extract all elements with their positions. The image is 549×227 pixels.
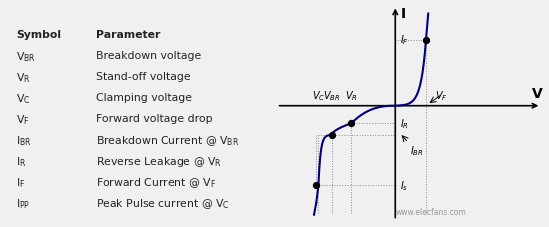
Text: Symbol: Symbol	[16, 30, 61, 39]
Text: $V_F$: $V_F$	[435, 89, 448, 102]
Text: I$_\mathregular{R}$: I$_\mathregular{R}$	[16, 155, 27, 169]
Text: Clamping voltage: Clamping voltage	[96, 92, 192, 102]
Text: V$_\mathregular{R}$: V$_\mathregular{R}$	[16, 71, 31, 85]
Text: Forward Current @ V$_\mathregular{F}$: Forward Current @ V$_\mathregular{F}$	[96, 176, 216, 190]
Text: $V_{BR}$: $V_{BR}$	[323, 89, 340, 102]
Text: $V_C$: $V_C$	[312, 89, 325, 102]
Text: I$_\mathregular{PP}$: I$_\mathregular{PP}$	[16, 197, 31, 210]
Text: $I_R$: $I_R$	[400, 117, 408, 131]
Text: I$_\mathregular{F}$: I$_\mathregular{F}$	[16, 176, 26, 190]
Text: I$_\mathregular{BR}$: I$_\mathregular{BR}$	[16, 134, 32, 148]
Text: Stand-off voltage: Stand-off voltage	[96, 71, 191, 81]
Text: $I_s$: $I_s$	[400, 179, 408, 192]
Point	[422, 39, 430, 42]
Text: V$_\mathregular{F}$: V$_\mathregular{F}$	[16, 113, 30, 127]
Text: Breakdown voltage: Breakdown voltage	[96, 50, 201, 60]
Text: Peak Pulse current @ V$_\mathregular{C}$: Peak Pulse current @ V$_\mathregular{C}$	[96, 197, 230, 210]
Text: I: I	[401, 7, 406, 21]
Text: V$_\mathregular{BR}$: V$_\mathregular{BR}$	[16, 50, 36, 64]
Point	[312, 184, 321, 188]
Text: Reverse Leakage @ V$_\mathregular{R}$: Reverse Leakage @ V$_\mathregular{R}$	[96, 155, 222, 169]
Text: V$_\mathregular{C}$: V$_\mathregular{C}$	[16, 92, 31, 106]
Text: V: V	[531, 86, 542, 100]
Text: Forward voltage drop: Forward voltage drop	[96, 113, 212, 123]
Text: $I_{BR}$: $I_{BR}$	[410, 144, 423, 158]
Text: $I_F$: $I_F$	[400, 34, 408, 47]
Text: Parameter: Parameter	[96, 30, 160, 39]
Point	[347, 122, 356, 126]
Text: Breakdown Current @ V$_\mathregular{BR}$: Breakdown Current @ V$_\mathregular{BR}$	[96, 134, 239, 148]
Text: www.elecfans.com: www.elecfans.com	[395, 207, 466, 216]
Text: $V_R$: $V_R$	[345, 89, 358, 102]
Point	[327, 133, 336, 137]
